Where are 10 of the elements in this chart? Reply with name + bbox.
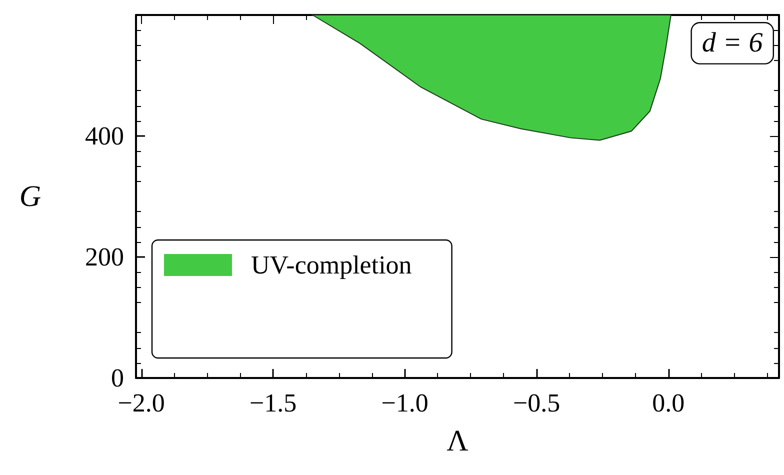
x-tick-label: −1.0 [381, 388, 428, 418]
annotation: d = 6 [702, 28, 763, 59]
y-tick-label: 400 [85, 122, 124, 150]
x-tick-label: −1.5 [249, 388, 297, 418]
x-axis-title: Λ [446, 424, 469, 458]
y-tick-label: 200 [85, 242, 124, 272]
legend-label: UV-completion [251, 250, 412, 280]
x-tick-label: 0.0 [652, 388, 685, 418]
y-axis-title: G [19, 180, 42, 213]
x-tick-label: −0.5 [512, 388, 560, 418]
